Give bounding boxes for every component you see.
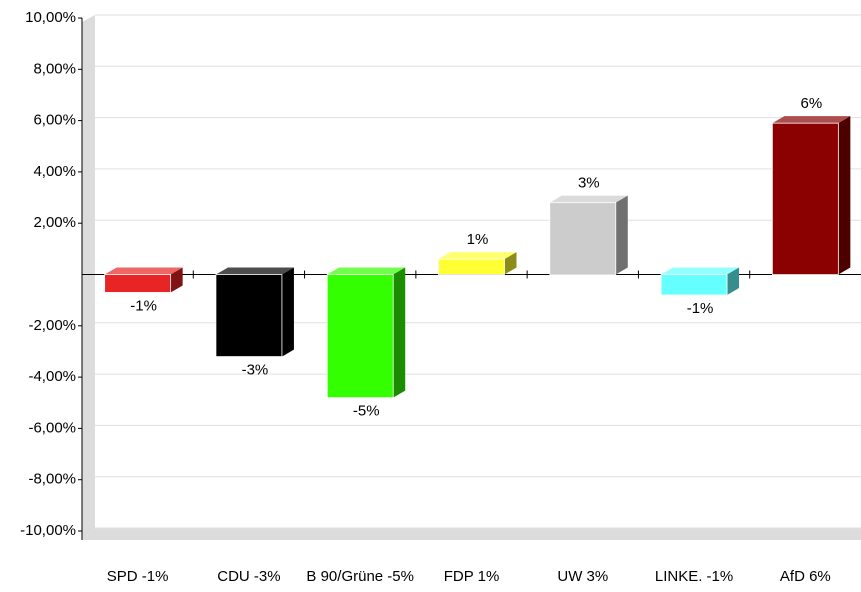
x-tick-label: B 90/Grüne -5%	[306, 568, 414, 585]
bar-top	[327, 267, 406, 275]
bar-top	[772, 116, 851, 124]
y-tick-label: 8,00%	[33, 60, 76, 77]
y-tick-label: 6,00%	[33, 112, 76, 129]
bar-side	[393, 267, 406, 398]
y-tick-label: -2,00%	[28, 317, 76, 334]
bar	[549, 202, 617, 275]
bar-top	[661, 267, 740, 275]
x-tick-label: CDU -3%	[217, 568, 280, 585]
bar-side	[838, 116, 851, 275]
x-tick-label: LINKE. -1%	[655, 568, 733, 585]
value-label: -1%	[130, 297, 157, 314]
y-tick-label: -4,00%	[28, 368, 76, 385]
y-tick-label: -6,00%	[28, 419, 76, 436]
bar-side	[170, 267, 183, 293]
bar	[660, 274, 728, 296]
bar	[438, 258, 505, 275]
value-label: 1%	[467, 231, 489, 248]
value-label: -3%	[242, 362, 269, 379]
y-tick-label: -8,00%	[28, 471, 76, 488]
value-label: 3%	[578, 175, 600, 192]
y-tick-label: 4,00%	[33, 163, 76, 180]
bar-side	[504, 252, 517, 275]
bar	[326, 274, 394, 399]
left-wall	[82, 15, 95, 540]
value-label: -1%	[687, 300, 714, 317]
bar-top	[215, 267, 294, 275]
floor	[82, 528, 861, 540]
bar-side	[281, 267, 294, 357]
x-tick-label: SPD -1%	[107, 568, 169, 585]
x-tick-label: AfD 6%	[780, 568, 831, 585]
bar	[104, 274, 172, 293]
bar	[215, 274, 283, 357]
bar-side	[615, 195, 628, 275]
bar-top	[549, 195, 628, 203]
y-tick-label: 10,00%	[25, 9, 76, 26]
bar-top	[104, 267, 183, 275]
value-label: -5%	[353, 403, 380, 420]
bar-side	[727, 267, 740, 296]
value-label: 6%	[801, 95, 823, 112]
y-tick-label: -10,00%	[20, 522, 76, 539]
bar-top	[438, 252, 517, 260]
x-tick-label: UW 3%	[557, 568, 608, 585]
bar	[771, 122, 839, 275]
y-tick-label: 2,00%	[33, 214, 76, 231]
x-tick-label: FDP 1%	[444, 568, 500, 585]
